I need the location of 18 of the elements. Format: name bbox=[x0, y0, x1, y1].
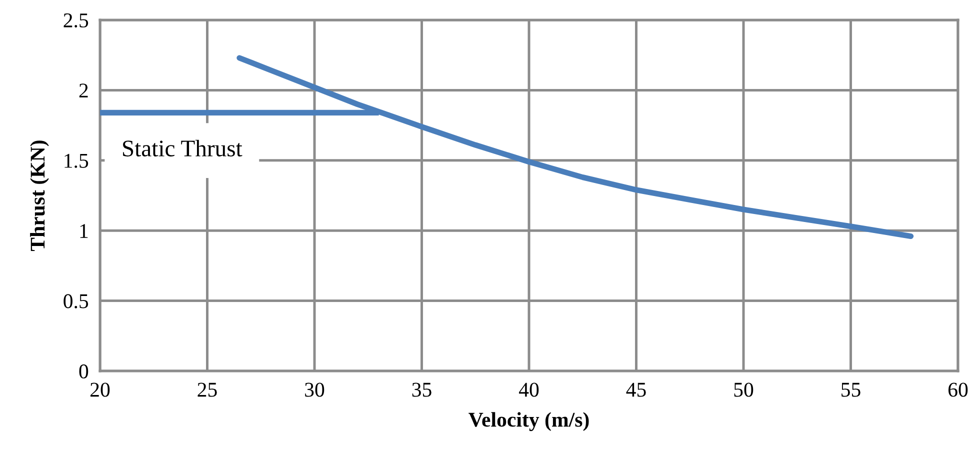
x-tick-label: 25 bbox=[198, 382, 217, 397]
y-tick-label: 1 bbox=[80, 224, 88, 238]
x-axis-title: Velocity (m/s) bbox=[468, 412, 589, 432]
x-tick-label: 50 bbox=[734, 382, 754, 397]
y-tick-label: 0.5 bbox=[64, 294, 88, 308]
x-tick-label: 20 bbox=[90, 382, 110, 397]
x-tick-label: 35 bbox=[412, 382, 432, 397]
y-tick-label: 2 bbox=[79, 84, 88, 98]
x-tick-label: 45 bbox=[626, 382, 646, 397]
x-tick-label: 55 bbox=[842, 382, 860, 397]
x-tick-label: 60 bbox=[948, 382, 968, 397]
y-axis-title: Thrust (KN) bbox=[30, 140, 49, 252]
x-tick-label: 30 bbox=[305, 382, 324, 397]
y-tick-label: 2.5 bbox=[64, 13, 88, 28]
x-tick-label: 40 bbox=[518, 382, 539, 397]
y-tick-label: 1.5 bbox=[64, 154, 88, 168]
y-tick-label: 0 bbox=[79, 364, 88, 378]
series-label: Static Thrust bbox=[123, 140, 242, 156]
